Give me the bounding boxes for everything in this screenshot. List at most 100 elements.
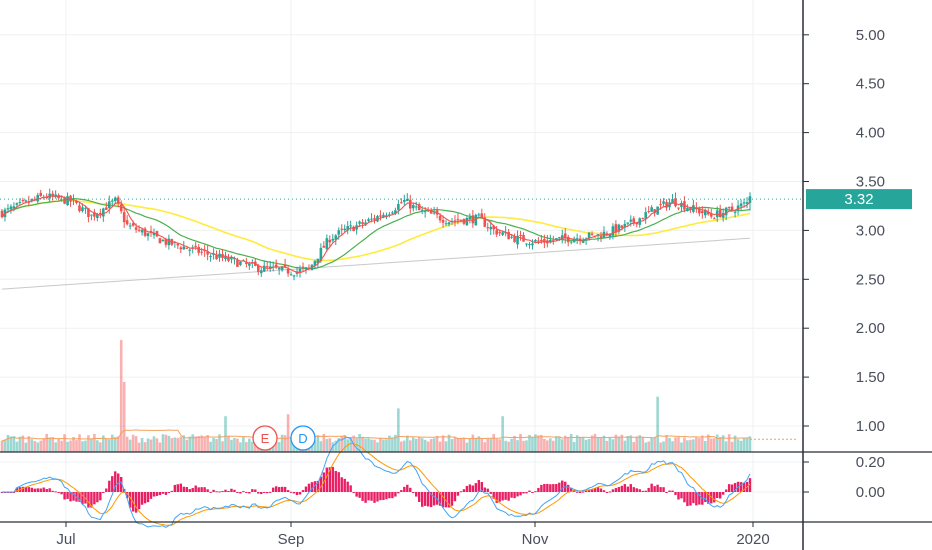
candle-246[interactable]: [733, 209, 737, 218]
candle-60[interactable]: [179, 245, 183, 254]
candle-222[interactable]: [662, 198, 665, 208]
candle-178[interactable]: [531, 239, 534, 250]
candle-65[interactable]: [194, 241, 198, 250]
candle-135[interactable]: [403, 194, 406, 206]
candle-31[interactable]: [93, 208, 96, 221]
event-marker-e[interactable]: E: [252, 425, 278, 451]
candle-98[interactable]: [292, 274, 296, 281]
candle-149[interactable]: [444, 219, 448, 227]
candle-210[interactable]: [626, 222, 630, 226]
candle-47[interactable]: [140, 227, 144, 236]
candle-121[interactable]: [361, 218, 364, 229]
candle-101[interactable]: [301, 262, 305, 272]
candle-131[interactable]: [391, 210, 394, 215]
candle-218[interactable]: [650, 205, 653, 212]
candle-176[interactable]: [525, 243, 528, 247]
candle-166[interactable]: [495, 226, 498, 237]
candle-211[interactable]: [629, 215, 633, 227]
candle-207[interactable]: [617, 223, 621, 235]
candle-183[interactable]: [546, 234, 549, 248]
candle-235[interactable]: [701, 206, 704, 219]
candle-48[interactable]: [143, 226, 147, 238]
candle-134[interactable]: [400, 198, 403, 204]
candle-41[interactable]: [122, 206, 126, 228]
candle-174[interactable]: [519, 230, 522, 241]
candle-84[interactable]: [251, 259, 254, 268]
candle-201[interactable]: [599, 231, 603, 242]
candle-250[interactable]: [745, 197, 749, 209]
candle-216[interactable]: [644, 207, 647, 224]
candle-11[interactable]: [33, 196, 37, 201]
candle-185[interactable]: [552, 235, 555, 245]
candle-152[interactable]: [453, 215, 457, 227]
candle-116[interactable]: [346, 221, 349, 235]
candle-28[interactable]: [84, 205, 87, 214]
candle-217[interactable]: [647, 206, 650, 214]
candle-3[interactable]: [9, 204, 13, 214]
candle-7[interactable]: [21, 197, 25, 203]
candle-206[interactable]: [614, 220, 618, 237]
candle-18[interactable]: [54, 190, 57, 199]
candle-205[interactable]: [611, 223, 615, 240]
candle-34[interactable]: [102, 207, 105, 222]
candle-158[interactable]: [471, 210, 475, 228]
candle-63[interactable]: [188, 248, 192, 257]
candle-50[interactable]: [149, 225, 153, 237]
candle-69[interactable]: [206, 245, 209, 261]
candle-191[interactable]: [569, 241, 573, 245]
candle-203[interactable]: [605, 231, 609, 237]
candle-153[interactable]: [456, 213, 460, 225]
candle-66[interactable]: [197, 244, 200, 256]
candle-169[interactable]: [504, 226, 507, 237]
candle-226[interactable]: [674, 192, 677, 208]
candle-12[interactable]: [36, 192, 40, 204]
candle-105[interactable]: [313, 259, 317, 270]
candle-177[interactable]: [528, 241, 531, 249]
candle-26[interactable]: [78, 201, 81, 213]
candle-227[interactable]: [677, 207, 680, 211]
candle-136[interactable]: [405, 193, 409, 202]
candle-180[interactable]: [537, 237, 540, 245]
candle-175[interactable]: [522, 232, 525, 242]
candle-248[interactable]: [739, 199, 743, 211]
candle-197[interactable]: [587, 231, 591, 241]
candle-168[interactable]: [501, 231, 504, 236]
candle-241[interactable]: [718, 204, 722, 218]
candle-245[interactable]: [730, 202, 734, 212]
candle-97[interactable]: [289, 271, 293, 276]
candle-162[interactable]: [483, 213, 487, 228]
candle-70[interactable]: [209, 254, 212, 262]
candle-33[interactable]: [99, 208, 102, 219]
candle-9[interactable]: [27, 195, 31, 207]
candle-228[interactable]: [680, 200, 683, 213]
event-marker-d[interactable]: D: [290, 425, 316, 451]
candle-215[interactable]: [641, 217, 645, 220]
candle-6[interactable]: [18, 198, 22, 206]
candle-214[interactable]: [638, 217, 642, 228]
candle-213[interactable]: [635, 222, 639, 228]
candle-19[interactable]: [57, 193, 60, 201]
candle-189[interactable]: [563, 228, 567, 244]
candle-35[interactable]: [105, 202, 108, 211]
candle-150[interactable]: [447, 221, 451, 227]
candle-138[interactable]: [411, 203, 415, 212]
candle-111[interactable]: [331, 234, 335, 243]
candle-64[interactable]: [191, 244, 195, 254]
candle-198[interactable]: [590, 231, 594, 236]
candle-109[interactable]: [325, 234, 329, 252]
candle-42[interactable]: [125, 214, 129, 226]
candle-172[interactable]: [513, 233, 516, 243]
candle-90[interactable]: [268, 260, 272, 272]
candle-127[interactable]: [379, 210, 382, 221]
candle-202[interactable]: [602, 226, 606, 238]
candle-51[interactable]: [152, 228, 156, 239]
candle-209[interactable]: [623, 219, 627, 233]
candlestick-series[interactable]: [0, 188, 752, 281]
candle-212[interactable]: [632, 216, 636, 226]
candle-87[interactable]: [259, 266, 263, 277]
candle-112[interactable]: [334, 233, 338, 246]
candle-234[interactable]: [698, 206, 701, 217]
candle-230[interactable]: [686, 204, 689, 212]
